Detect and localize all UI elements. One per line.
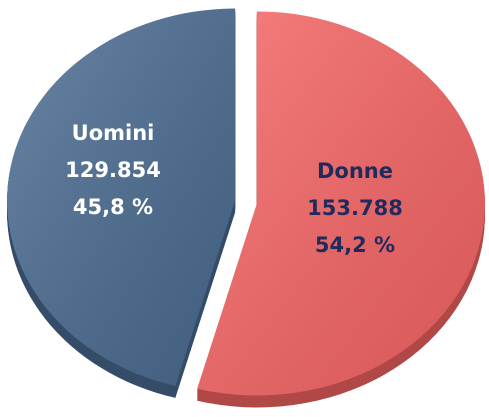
value-label: 153.788 (307, 196, 403, 220)
slice-label: Donne (317, 159, 393, 183)
value-label: 129.854 (65, 158, 161, 182)
percent-label: 54,2 % (315, 233, 395, 257)
percent-label: 45,8 % (73, 195, 153, 219)
slice-shine (197, 11, 485, 396)
slice-shine (7, 8, 236, 386)
slice-label: Uomini (72, 121, 155, 145)
